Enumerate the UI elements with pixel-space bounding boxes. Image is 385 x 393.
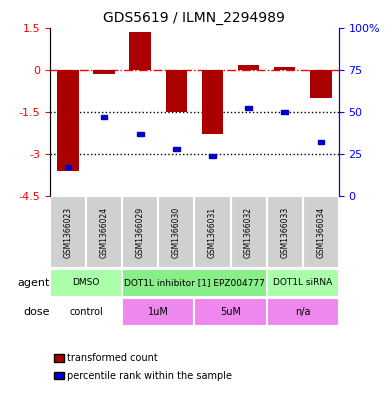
Bar [57, 70, 79, 171]
FancyBboxPatch shape [137, 132, 144, 136]
Text: GSM1366030: GSM1366030 [172, 207, 181, 258]
FancyBboxPatch shape [266, 298, 339, 326]
FancyBboxPatch shape [101, 115, 107, 119]
FancyBboxPatch shape [194, 196, 231, 268]
FancyBboxPatch shape [173, 147, 180, 151]
Bar [166, 70, 187, 112]
FancyBboxPatch shape [266, 269, 339, 297]
Bar [274, 67, 296, 70]
Text: DMSO: DMSO [72, 278, 100, 287]
FancyBboxPatch shape [318, 140, 324, 144]
Text: DOT1L siRNA: DOT1L siRNA [273, 278, 332, 287]
FancyBboxPatch shape [194, 298, 266, 326]
FancyBboxPatch shape [122, 269, 266, 297]
FancyBboxPatch shape [65, 165, 71, 169]
Text: 5uM: 5uM [220, 307, 241, 317]
Text: GSM1366024: GSM1366024 [100, 207, 109, 258]
Text: transformed count: transformed count [67, 353, 158, 363]
FancyBboxPatch shape [158, 196, 194, 268]
FancyBboxPatch shape [245, 107, 252, 110]
Text: percentile rank within the sample: percentile rank within the sample [67, 371, 233, 381]
Bar [202, 70, 223, 134]
Bar [238, 66, 259, 70]
Text: DOT1L inhibitor [1] EPZ004777: DOT1L inhibitor [1] EPZ004777 [124, 278, 265, 287]
FancyBboxPatch shape [50, 269, 122, 297]
FancyBboxPatch shape [122, 298, 194, 326]
Text: GSM1366034: GSM1366034 [316, 207, 325, 258]
Text: dose: dose [23, 307, 50, 317]
Text: GSM1366032: GSM1366032 [244, 207, 253, 258]
Text: agent: agent [18, 278, 50, 288]
FancyBboxPatch shape [50, 298, 122, 326]
Bar [310, 70, 331, 98]
Title: GDS5619 / ILMN_2294989: GDS5619 / ILMN_2294989 [104, 11, 285, 25]
Bar [129, 32, 151, 70]
Text: GSM1366023: GSM1366023 [64, 207, 73, 258]
FancyBboxPatch shape [86, 196, 122, 268]
FancyBboxPatch shape [281, 110, 288, 114]
FancyBboxPatch shape [50, 196, 86, 268]
Text: GSM1366029: GSM1366029 [136, 207, 145, 258]
FancyBboxPatch shape [266, 196, 303, 268]
FancyBboxPatch shape [122, 196, 158, 268]
FancyBboxPatch shape [231, 196, 266, 268]
FancyBboxPatch shape [303, 196, 339, 268]
Bar [94, 70, 115, 74]
Text: GSM1366033: GSM1366033 [280, 207, 289, 258]
Text: 1uM: 1uM [148, 307, 169, 317]
Text: n/a: n/a [295, 307, 310, 317]
FancyBboxPatch shape [209, 154, 216, 158]
Text: control: control [69, 307, 103, 317]
Text: GSM1366031: GSM1366031 [208, 207, 217, 258]
